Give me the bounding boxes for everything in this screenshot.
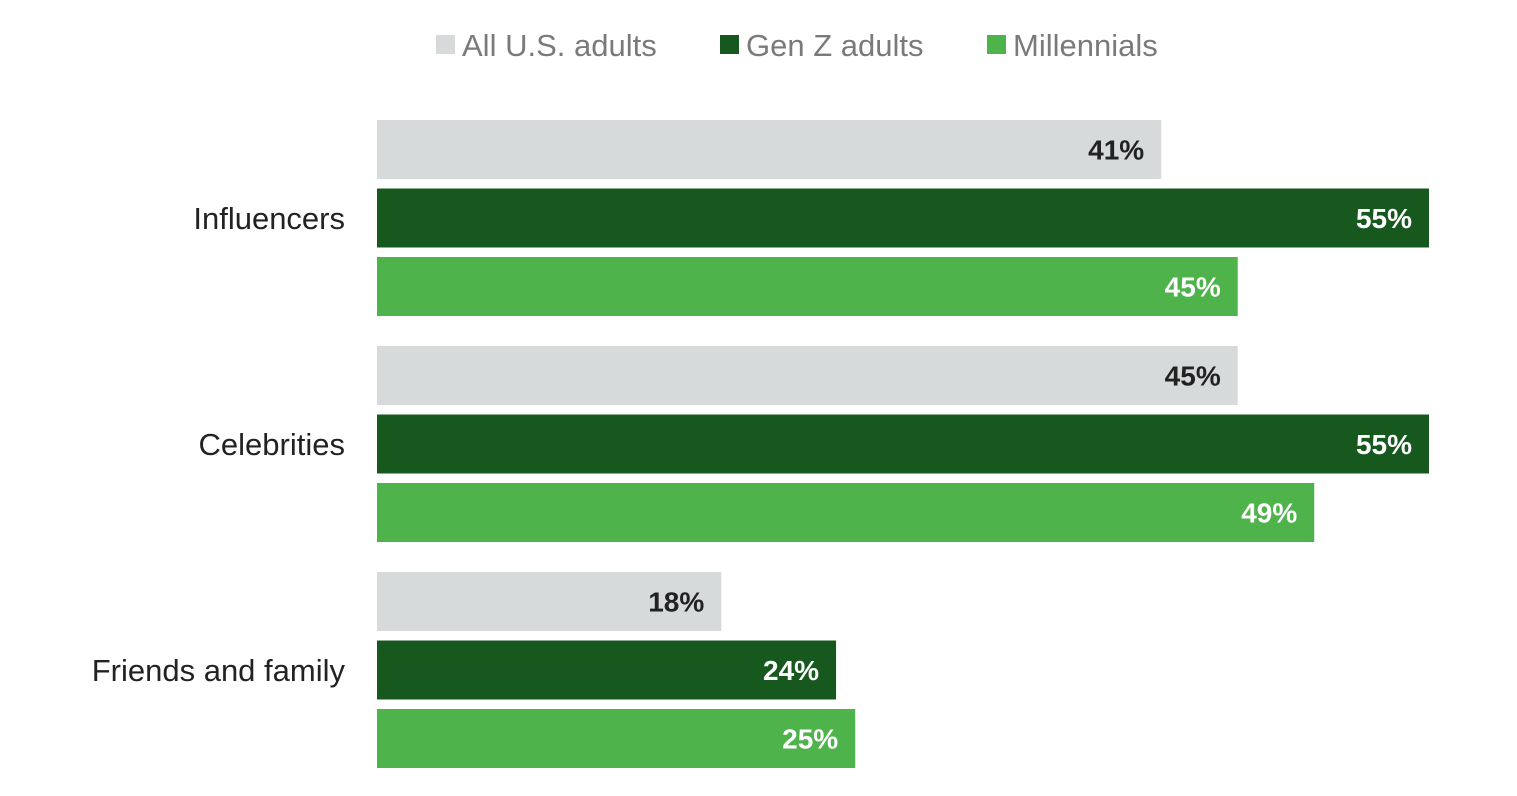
legend: All U.S. adults Gen Z adults Millennials [436, 28, 1158, 63]
legend-label-millennials: Millennials [1013, 28, 1158, 63]
legend-swatch-all-u-s-adults [436, 35, 455, 54]
bar-celebrities-millennials [377, 483, 1315, 542]
bar-celebrities-all-u-s-adults [377, 346, 1238, 405]
bar-celebrities-gen-z-adults [377, 414, 1429, 474]
value-label-celebrities-gen-z-adults: 55% [1356, 429, 1412, 460]
value-label-friends-and-family-gen-z-adults: 24% [763, 655, 819, 686]
bar-influencers-all-u-s-adults [377, 120, 1162, 179]
legend-label-all-u-s-adults: All U.S. adults [462, 28, 657, 63]
bars [377, 120, 1429, 768]
value-labels: 41% 55% 45% 45% 55% 49% 18% 24% 25% [648, 135, 1412, 755]
bar-friends-and-family-all-u-s-adults [377, 572, 722, 631]
legend-swatch-millennials [987, 35, 1006, 54]
bar-influencers-gen-z-adults [377, 188, 1429, 248]
value-label-influencers-all-u-s-adults: 41% [1088, 135, 1144, 166]
bar-friends-and-family-millennials [377, 709, 856, 768]
value-label-influencers-millennials: 45% [1165, 272, 1221, 303]
value-label-celebrities-all-u-s-adults: 45% [1165, 361, 1221, 392]
legend-swatch-gen-z-adults [720, 35, 739, 54]
value-label-friends-and-family-all-u-s-adults: 18% [648, 587, 704, 618]
category-label-celebrities: Celebrities [199, 427, 345, 462]
value-label-influencers-gen-z-adults: 55% [1356, 203, 1412, 234]
value-label-friends-and-family-millennials: 25% [782, 724, 838, 755]
bar-friends-and-family-gen-z-adults [377, 640, 837, 700]
category-labels: Influencers Celebrities Friends and family [92, 201, 346, 688]
category-label-influencers: Influencers [193, 201, 345, 236]
value-label-celebrities-millennials: 49% [1241, 498, 1297, 529]
legend-label-gen-z-adults: Gen Z adults [746, 28, 923, 63]
category-label-friends-and-family: Friends and family [92, 653, 346, 688]
bar-influencers-millennials [377, 257, 1238, 316]
